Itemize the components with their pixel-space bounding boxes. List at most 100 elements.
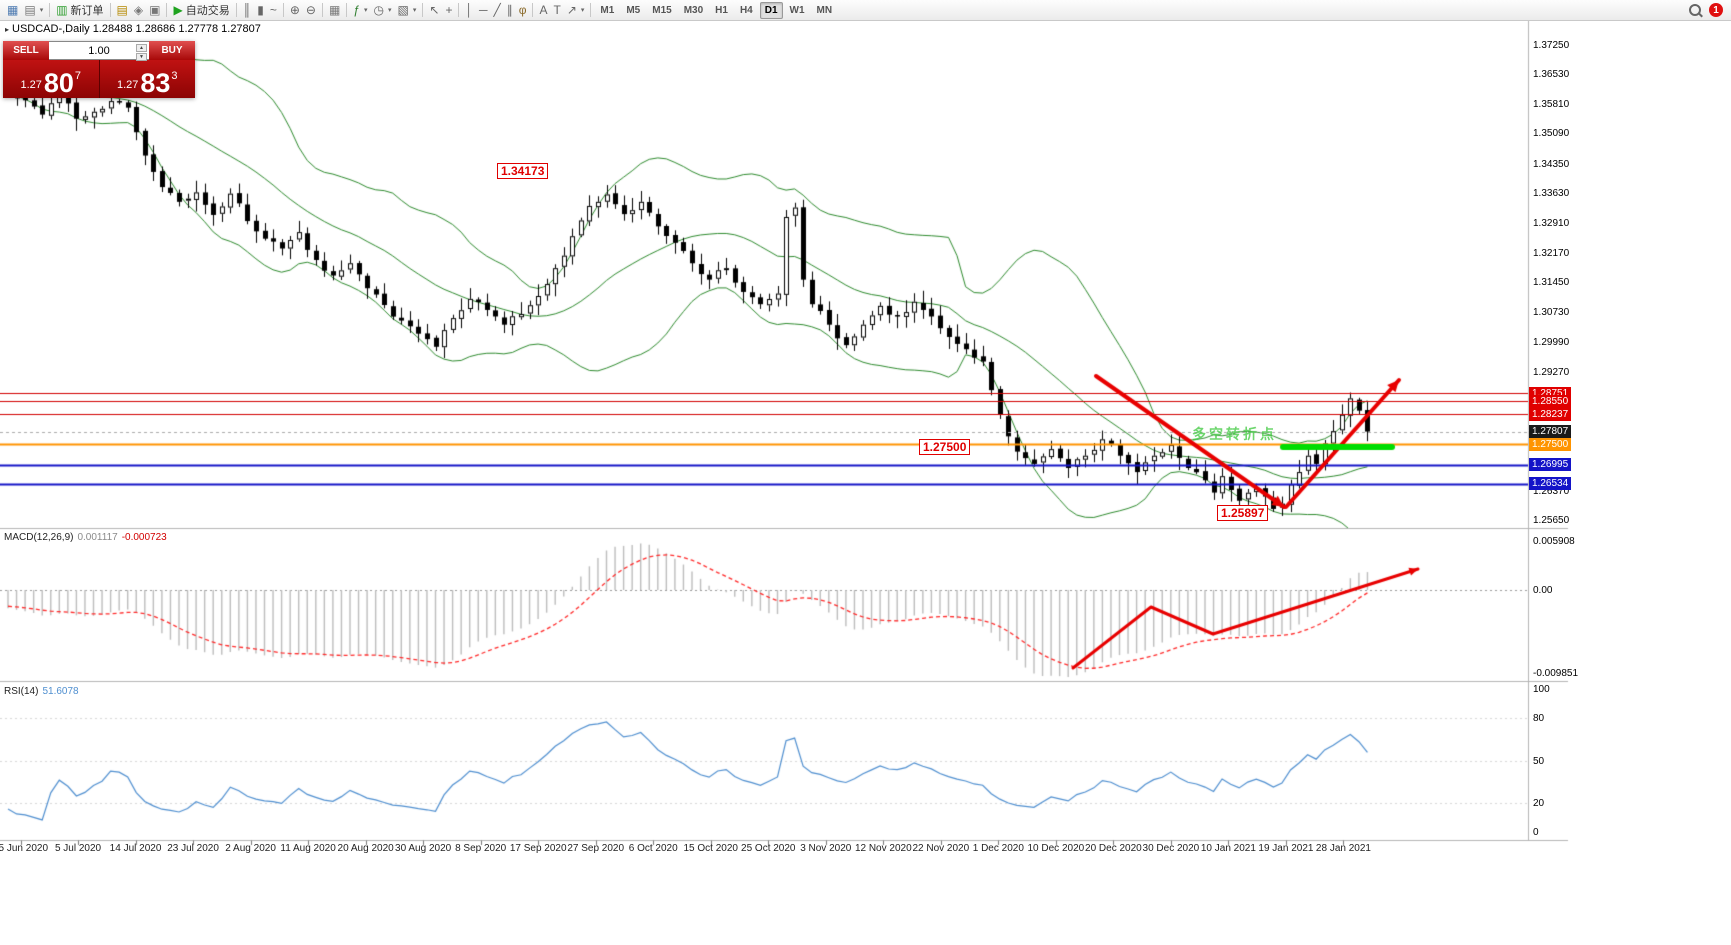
- chart-canvas[interactable]: [0, 20, 1731, 945]
- zoom-out-button[interactable]: ⊖: [303, 2, 319, 19]
- horizontal-line-tool-button[interactable]: ─: [476, 2, 491, 19]
- new-order-label: 新订单: [70, 5, 104, 17]
- date-axis-label: 11 Aug 2020: [280, 843, 336, 854]
- timeframe-m1-button[interactable]: M1: [600, 4, 615, 16]
- date-axis-label: 14 Jul 2020: [109, 843, 162, 854]
- periods-button[interactable]: ◷ ▾: [371, 2, 395, 19]
- arrows-tool-button[interactable]: ↗ ▾: [564, 2, 588, 19]
- rsi-axis-label: 100: [1533, 684, 1550, 695]
- rsi-axis-label: 80: [1533, 712, 1545, 724]
- buy-price-button[interactable]: 1.27 83 3: [99, 60, 195, 98]
- fibonacci-tool-button[interactable]: φ: [516, 2, 530, 19]
- vertical-line-tool-icon: │: [465, 3, 473, 17]
- trendline-tool-button[interactable]: ╱: [490, 2, 503, 19]
- terminal-button[interactable]: ▣: [146, 2, 163, 19]
- price-annotation[interactable]: 1.27500: [919, 439, 971, 455]
- notification-badge[interactable]: 1: [1709, 3, 1723, 17]
- new-chart-button[interactable]: ▦: [4, 2, 21, 19]
- macd-signal-value: -0.000723: [121, 532, 167, 543]
- date-axis-label: 30 Aug 2020: [395, 843, 452, 854]
- price-tag: 1.26995: [1529, 458, 1572, 472]
- toolbar-separator: [282, 3, 284, 17]
- price-axis-label: 1.29270: [1533, 366, 1570, 378]
- text-tool-button[interactable]: A: [536, 2, 550, 19]
- price-axis-label: 1.29990: [1533, 337, 1570, 349]
- periods-icon: ◷: [373, 3, 384, 17]
- new-order-button[interactable]: ▥ 新订单: [53, 2, 106, 19]
- timeframe-d1-button[interactable]: D1: [759, 1, 783, 19]
- timeframe-w1-button[interactable]: W1: [789, 4, 805, 16]
- volume-down-button[interactable]: ▼: [136, 53, 147, 61]
- date-axis-label: 25 Jun 2020: [0, 843, 49, 854]
- timeframe-m5-button[interactable]: M5: [626, 4, 641, 16]
- bar-chart-type-button[interactable]: ║: [240, 2, 255, 19]
- horizontal-line-tool-icon: ─: [478, 3, 488, 17]
- buy-price-pip: 3: [171, 70, 178, 82]
- text-label-tool-button[interactable]: T: [551, 2, 564, 19]
- candlestick-chart-type-button[interactable]: ▮: [254, 2, 267, 19]
- channel-tool-button[interactable]: ∥: [504, 2, 516, 19]
- date-axis-label: 15 Oct 2020: [683, 843, 738, 854]
- timeframe-h4-button[interactable]: H4: [739, 4, 753, 16]
- cursor-button[interactable]: ↖: [426, 2, 442, 19]
- buy-button[interactable]: BUY: [149, 41, 195, 60]
- indicators-list-icon: ƒ: [353, 3, 360, 17]
- new-chart-icon: ▦: [7, 3, 19, 17]
- tile-windows-button[interactable]: ▦: [326, 2, 343, 19]
- zoom-in-button[interactable]: ⊕: [287, 2, 303, 19]
- toolbar: ▦ ▤ ▾ ▥ 新订单 ▤ ◈ ▣ ▶ 自动交易 ║ ▮ ~ ⊕ ⊖ ▦ ƒ ▾ ◷ ▾ ▧ ▾ ↖ + │ ─ ╱ ∥ φ A T ↗ ▾ M1…: [0, 0, 1731, 21]
- navigator-button[interactable]: ◈: [131, 2, 146, 19]
- chart-area: 1.37250 1.36530 1.35810 1.35090 1.34350 1.336…: [0, 20, 1731, 945]
- date-axis-label: 22 Nov 2020: [912, 843, 970, 854]
- vertical-line-tool-button[interactable]: │: [462, 2, 476, 19]
- macd-name: MACD(12,26,9): [4, 532, 74, 543]
- expand-icon[interactable]: ▸: [5, 25, 10, 34]
- one-click-trading-panel: SELL 1.00 ▲ ▼ BUY 1.27 80 7 1.27 83 3: [3, 41, 195, 98]
- search-icon[interactable]: [1689, 4, 1701, 16]
- toolbar-separator: [166, 3, 168, 17]
- toolbar-right: 1: [1689, 3, 1723, 17]
- sell-price-button[interactable]: 1.27 80 7: [3, 60, 99, 98]
- auto-trading-button[interactable]: ▶ 自动交易: [170, 2, 232, 19]
- macd-axis-label: 0.00: [1533, 585, 1553, 596]
- date-axis-label: 12 Nov 2020: [854, 843, 912, 854]
- indicators-list-button[interactable]: ƒ ▾: [350, 2, 370, 19]
- sell-price-big: 80: [43, 68, 74, 99]
- line-chart-type-button[interactable]: ~: [267, 2, 280, 19]
- volume-input[interactable]: 1.00 ▲ ▼: [49, 41, 149, 61]
- price-axis-label: 1.32910: [1533, 217, 1570, 229]
- sell-price-pip: 7: [74, 70, 82, 82]
- market-watch-button[interactable]: ▤: [114, 2, 131, 19]
- caret-down-icon: ▾: [580, 7, 585, 14]
- volume-up-button[interactable]: ▲: [136, 44, 147, 52]
- chart-profiles-icon: ▤: [24, 3, 36, 17]
- templates-icon: ▧: [397, 3, 409, 17]
- line-chart-type-icon: ~: [269, 3, 277, 17]
- volume-value: 1.00: [88, 44, 110, 57]
- timeframe-h1-button[interactable]: H1: [715, 4, 728, 16]
- price-annotation[interactable]: 1.34173: [497, 163, 549, 179]
- sell-button[interactable]: SELL: [3, 41, 49, 60]
- templates-button[interactable]: ▧ ▾: [395, 2, 420, 19]
- price-annotation[interactable]: 1.25897: [1217, 505, 1269, 521]
- timeframe-m15-button[interactable]: M15: [652, 4, 672, 16]
- toolbar-separator: [532, 3, 534, 17]
- rsi-axis-label: 50: [1533, 755, 1545, 767]
- price-axis-label: 1.37250: [1533, 40, 1570, 51]
- caret-down-icon: ▾: [364, 7, 368, 14]
- volume-spinner: ▲ ▼: [136, 44, 147, 61]
- crosshair-button[interactable]: +: [442, 2, 455, 19]
- channel-tool-icon: ∥: [506, 3, 513, 17]
- tile-windows-icon: ▦: [328, 3, 341, 17]
- timeframe-mn-button[interactable]: MN: [816, 4, 833, 16]
- crosshair-icon: +: [445, 3, 453, 17]
- chart-profiles-button[interactable]: ▤ ▾: [21, 2, 46, 19]
- chart-overlays: 1.37250 1.36530 1.35810 1.35090 1.34350 1.336…: [0, 20, 1731, 945]
- date-axis-label: 8 Sep 2020: [455, 843, 507, 854]
- caret-down-icon: ▾: [39, 7, 44, 14]
- timeframe-m30-button[interactable]: M30: [683, 4, 704, 16]
- rsi-name: RSI(14): [4, 686, 39, 697]
- date-axis-label: 19 Jan 2021: [1258, 843, 1314, 854]
- text-label-tool-icon: T: [553, 3, 561, 17]
- one-click-header-row: SELL 1.00 ▲ ▼ BUY: [3, 41, 195, 61]
